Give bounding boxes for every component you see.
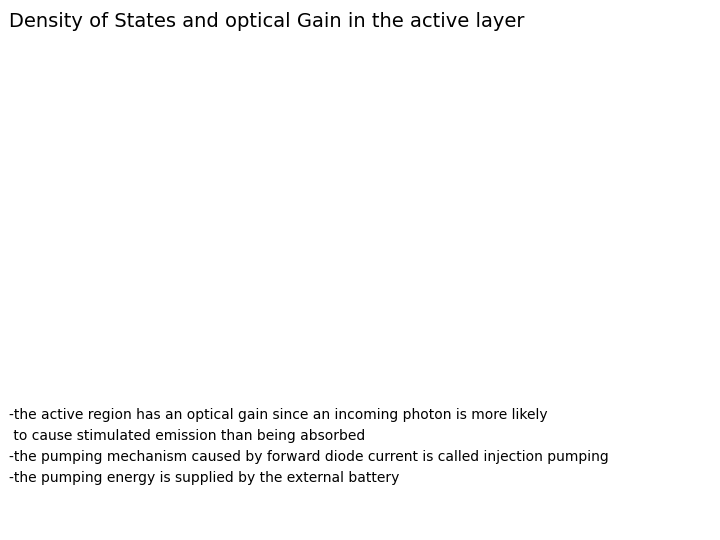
Text: Density of States and optical Gain in the active layer: Density of States and optical Gain in th… — [9, 12, 524, 31]
Text: -the active region has an optical gain since an incoming photon is more likely
 : -the active region has an optical gain s… — [9, 408, 608, 485]
